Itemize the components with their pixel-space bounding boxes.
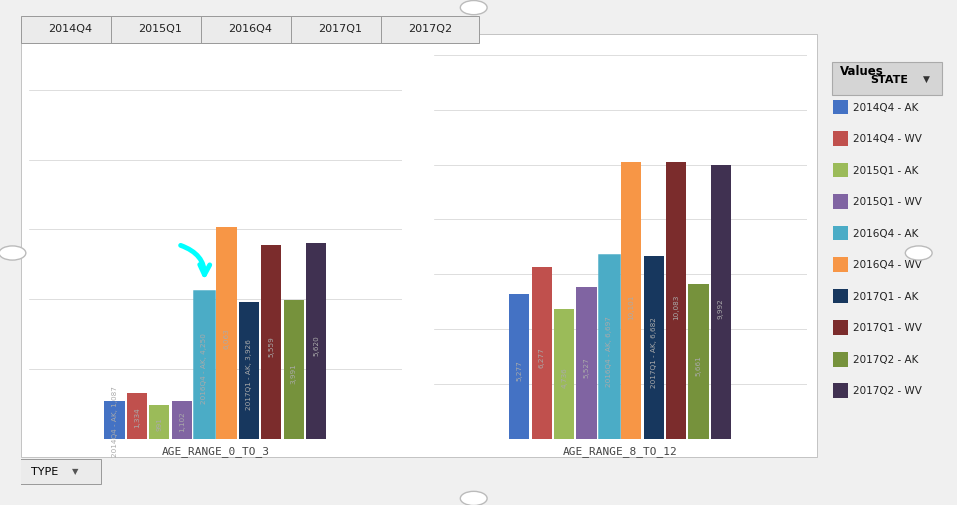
Text: 2014Q4: 2014Q4: [48, 24, 92, 34]
Bar: [306, 243, 326, 439]
Text: 2017Q1 - AK: 2017Q1 - AK: [854, 291, 919, 301]
Text: TYPE: TYPE: [32, 466, 58, 476]
Text: 2017Q2: 2017Q2: [408, 24, 452, 34]
FancyBboxPatch shape: [201, 17, 299, 44]
Text: STATE: STATE: [870, 75, 908, 85]
Text: ▼: ▼: [924, 75, 930, 84]
Text: 2017Q1 - WV: 2017Q1 - WV: [854, 323, 923, 333]
Text: Values: Values: [839, 65, 883, 78]
Bar: [283, 300, 303, 439]
Text: 5,620: 5,620: [313, 335, 319, 356]
Text: 2016Q4 - WV: 2016Q4 - WV: [854, 260, 923, 270]
Bar: [833, 384, 848, 398]
Text: 991: 991: [156, 416, 163, 430]
Text: 2015Q1 - AK: 2015Q1 - AK: [854, 165, 919, 175]
Text: 2017Q1: 2017Q1: [318, 24, 362, 34]
Bar: [127, 393, 147, 439]
Bar: [621, 163, 641, 439]
Text: 2017Q2 - AK: 2017Q2 - AK: [854, 354, 919, 364]
Text: 2017Q2 - WV: 2017Q2 - WV: [854, 386, 923, 395]
X-axis label: AGE_RANGE_0_TO_3: AGE_RANGE_0_TO_3: [162, 445, 269, 456]
FancyBboxPatch shape: [21, 17, 119, 44]
Bar: [509, 295, 529, 439]
Bar: [833, 226, 848, 241]
Text: 2014Q4 - AK, 1,087: 2014Q4 - AK, 1,087: [112, 386, 118, 457]
Text: 2014Q4 - WV: 2014Q4 - WV: [854, 134, 923, 144]
Text: 5,661: 5,661: [696, 355, 701, 375]
Text: 10,083: 10,083: [673, 294, 679, 319]
Text: 4,736: 4,736: [561, 367, 568, 387]
Bar: [239, 302, 259, 439]
Text: 1,102: 1,102: [179, 411, 185, 431]
Bar: [833, 100, 848, 115]
Text: 2015Q1: 2015Q1: [138, 24, 182, 34]
Text: 9,992: 9,992: [718, 297, 723, 318]
Bar: [171, 401, 191, 439]
FancyBboxPatch shape: [381, 17, 478, 44]
Bar: [532, 267, 552, 439]
Bar: [833, 321, 848, 335]
Text: 2017Q1 - AK, 3,926: 2017Q1 - AK, 3,926: [246, 338, 252, 409]
FancyBboxPatch shape: [111, 17, 209, 44]
Bar: [833, 352, 848, 367]
Bar: [149, 405, 169, 439]
Bar: [261, 245, 281, 439]
Bar: [599, 256, 619, 439]
Text: ▼: ▼: [72, 467, 78, 475]
Text: 10,101: 10,101: [629, 294, 634, 319]
Bar: [833, 195, 848, 210]
Text: 6,277: 6,277: [539, 346, 545, 367]
Text: 5,277: 5,277: [517, 360, 523, 380]
X-axis label: AGE_RANGE_8_TO_12: AGE_RANGE_8_TO_12: [563, 445, 678, 456]
FancyBboxPatch shape: [291, 17, 389, 44]
Bar: [666, 163, 686, 439]
Text: 2016Q4: 2016Q4: [228, 24, 272, 34]
Bar: [833, 132, 848, 146]
Bar: [711, 166, 731, 439]
Bar: [104, 401, 124, 439]
Text: 3,991: 3,991: [291, 362, 297, 383]
Bar: [833, 258, 848, 272]
Bar: [194, 291, 214, 439]
Text: 1,334: 1,334: [134, 407, 140, 427]
Bar: [216, 228, 236, 439]
Bar: [554, 310, 574, 439]
Text: 2017Q1 - AK, 6,682: 2017Q1 - AK, 6,682: [651, 316, 657, 387]
Text: 2015Q1 - WV: 2015Q1 - WV: [854, 197, 923, 207]
Bar: [833, 164, 848, 178]
Text: 5,527: 5,527: [584, 356, 590, 377]
Text: 2016Q4 - AK: 2016Q4 - AK: [854, 228, 919, 238]
Text: 2016Q4 - AK, 4,250: 2016Q4 - AK, 4,250: [201, 333, 207, 403]
Bar: [688, 284, 708, 439]
Text: 2014Q4 - AK: 2014Q4 - AK: [854, 103, 919, 112]
Bar: [576, 288, 596, 439]
Text: 2016Q4 - AK, 6,697: 2016Q4 - AK, 6,697: [606, 316, 612, 387]
FancyBboxPatch shape: [832, 63, 943, 96]
Text: 5,559: 5,559: [268, 336, 275, 357]
Bar: [644, 256, 664, 439]
FancyBboxPatch shape: [17, 460, 100, 484]
Text: 6,063: 6,063: [224, 327, 230, 348]
Bar: [833, 289, 848, 304]
